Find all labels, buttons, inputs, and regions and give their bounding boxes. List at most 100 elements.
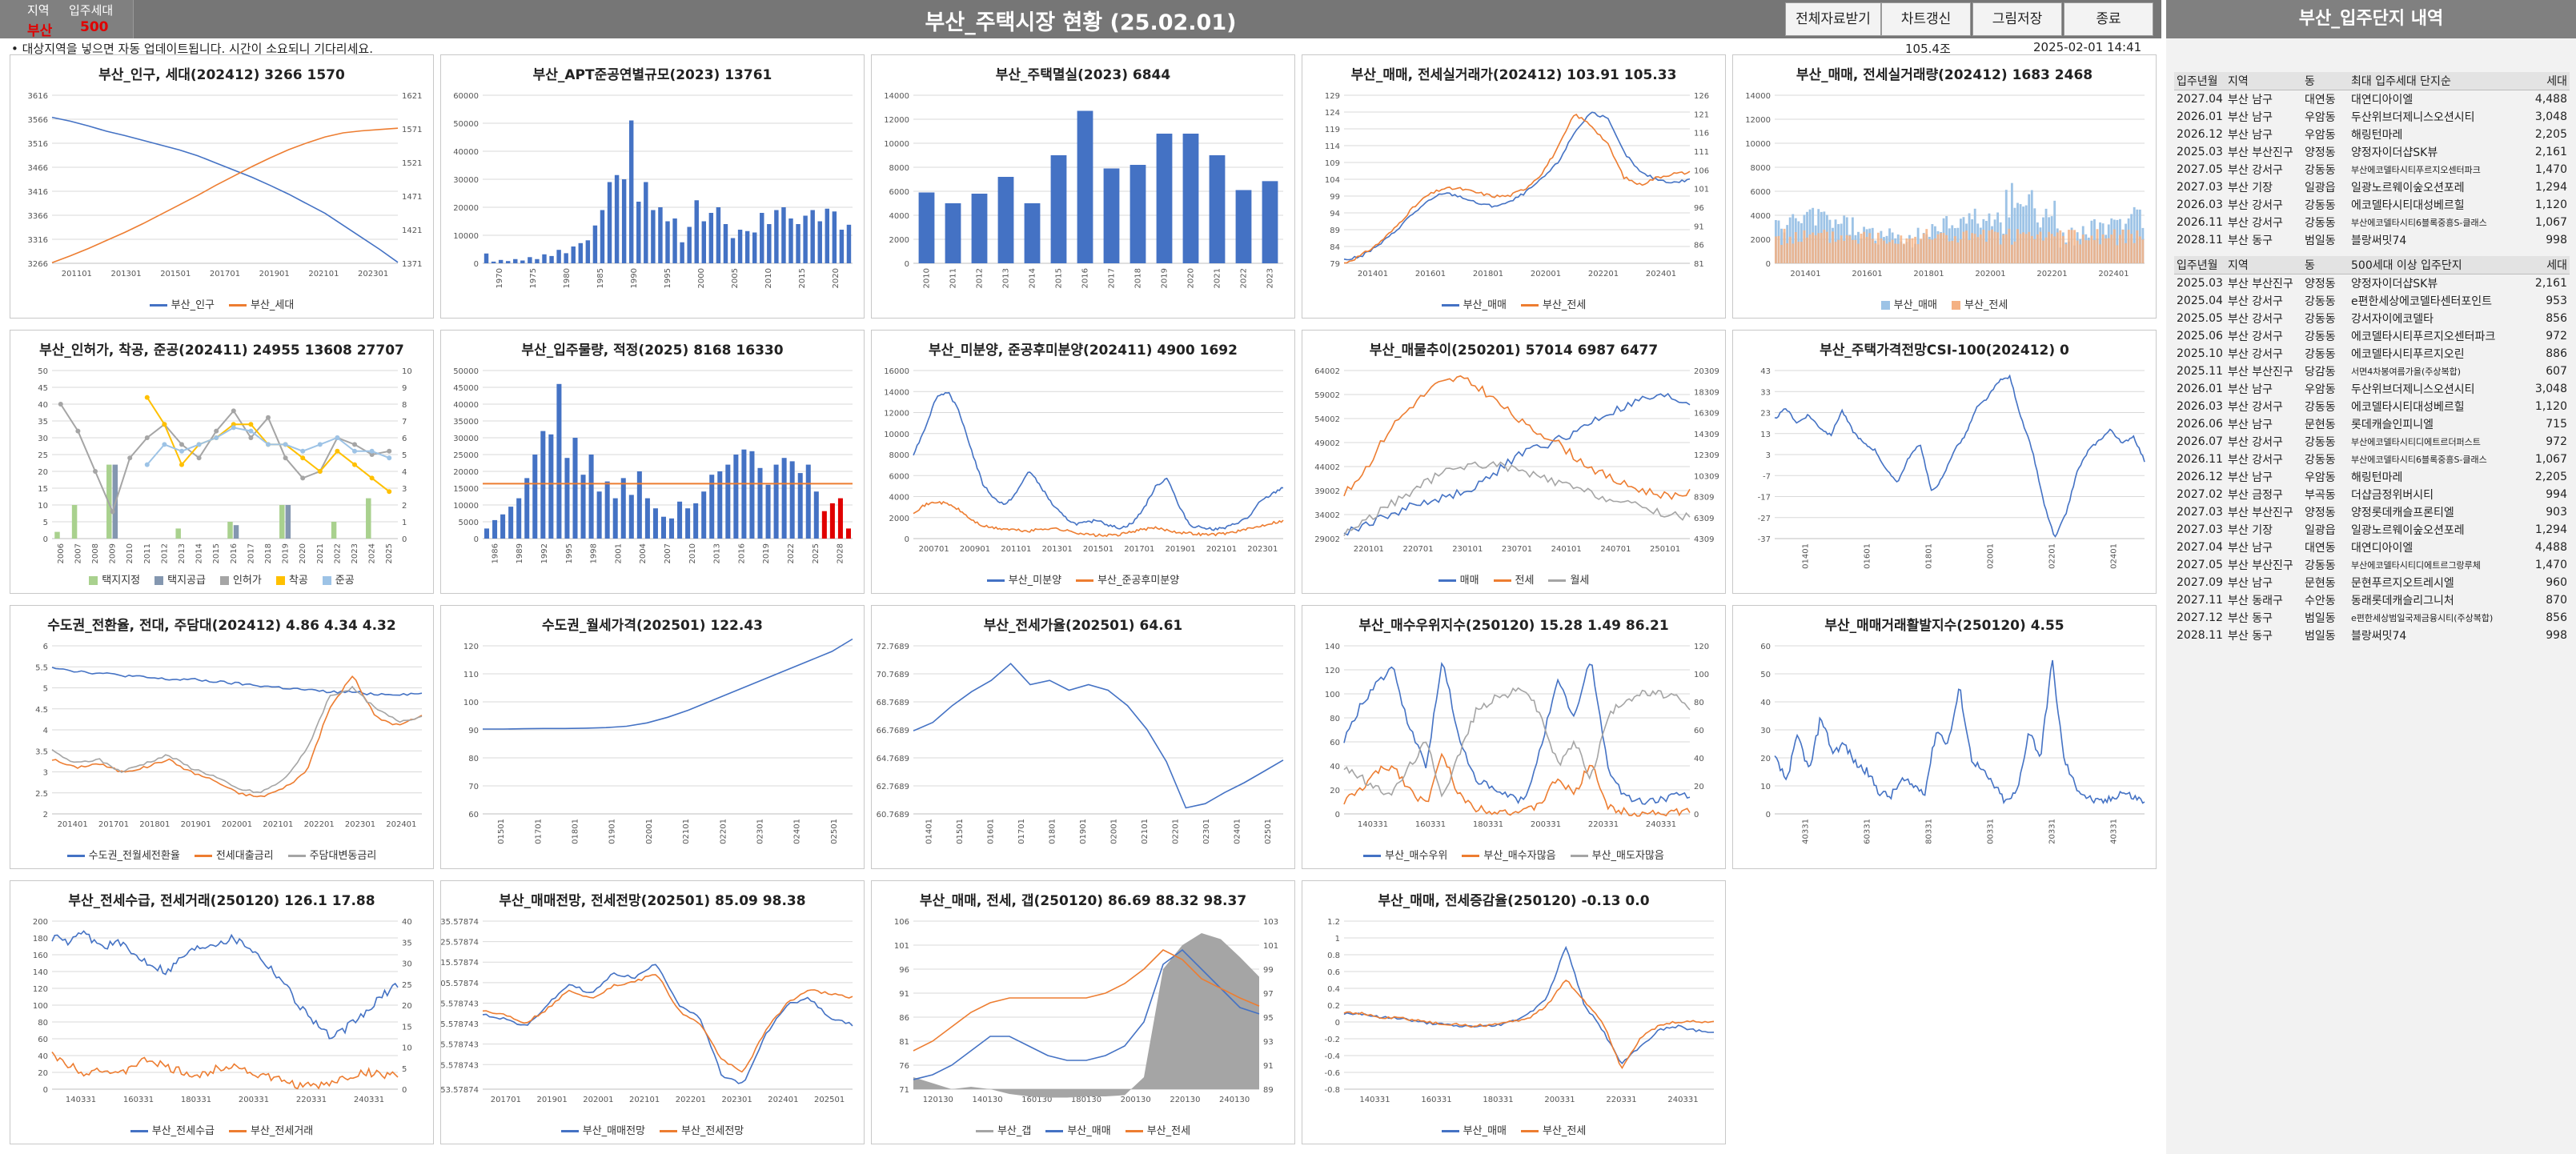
series-line: [482, 974, 853, 1073]
units-label: 입주세대: [69, 3, 114, 18]
y-right-tick-label: 101: [1694, 186, 1709, 194]
table-cell: 부산에코델타시티디에트르그랑루체: [2351, 560, 2481, 571]
table-cell: 2027.12: [2177, 611, 2223, 624]
refresh-charts-button[interactable]: 차트갱신: [1881, 2, 1971, 36]
x-tick-label: 2023: [1266, 268, 1275, 288]
legend-item: 부산_전세전망: [660, 1122, 744, 1137]
bar: [1874, 243, 1877, 263]
chart-svg-c15: 0 10 20 30 40 50 60 140331 160331 180331 200331 220…: [1760, 643, 2145, 844]
x-tick-label: 201601: [1864, 543, 1872, 569]
bar: [1262, 181, 1278, 263]
table-cell: 2027.04: [2177, 541, 2223, 554]
table-cell: 우암동: [2305, 383, 2336, 396]
exit-button[interactable]: 종료: [2064, 2, 2153, 36]
x-tick-label: 250101: [1650, 545, 1680, 554]
bar: [1905, 238, 1908, 263]
x-tick-label: 200901: [960, 545, 990, 554]
y-right-tick-label: 15: [402, 1023, 412, 1032]
y-right-tick-label: 25: [402, 981, 412, 990]
bar: [516, 498, 522, 539]
table-cell: 2,205: [2534, 471, 2567, 483]
y-tick-label: 109: [1325, 159, 1340, 168]
x-tick-label: 180331: [181, 1096, 211, 1104]
bar: [2125, 242, 2127, 263]
y-tick-label: 15: [38, 485, 48, 494]
table-cell: 강동동: [2305, 559, 2336, 572]
units-value[interactable]: 500: [80, 19, 109, 35]
y-tick-label: 5: [43, 519, 48, 527]
x-tick-label: 160331: [123, 1096, 154, 1104]
x-tick-label: 202001: [645, 819, 654, 844]
bar: [2002, 234, 2005, 263]
y-tick-label: 40: [1330, 763, 1340, 771]
save-image-button[interactable]: 그림저장: [1972, 2, 2062, 36]
bar: [789, 461, 795, 539]
table-cell: 강동동: [2305, 313, 2336, 326]
x-tick-label: 202401: [2098, 270, 2129, 278]
y-tick-label: 3416: [28, 188, 48, 197]
y-right-tick-label: 91: [1263, 1062, 1274, 1071]
x-tick-label: 180331: [1473, 820, 1503, 829]
y-tick-label: 0: [43, 1086, 48, 1095]
y-tick-label: 96: [899, 966, 909, 975]
y-right-tick-label: 121: [1694, 110, 1709, 119]
x-tick-label: 240130: [1219, 1096, 1250, 1104]
table-cell: 부산 남구: [2228, 111, 2273, 124]
x-tick-label: 2021: [316, 543, 325, 563]
table-cell: 886: [2546, 347, 2567, 360]
bar: [1894, 243, 1897, 263]
y-tick-label: 125.57874: [441, 939, 479, 948]
bar: [500, 514, 506, 539]
legend-item: 부산_인구: [149, 296, 215, 311]
chart-legend: 부산_매수우위 부산_매수자많음 부산_매도자많음: [1302, 847, 1725, 862]
bar: [2133, 242, 2136, 263]
bar: [2096, 229, 2099, 263]
region-value[interactable]: 부산: [27, 23, 53, 39]
x-tick-label: 1990: [630, 268, 639, 288]
x-tick-label: 1975: [529, 268, 538, 288]
legend-swatch: [560, 1130, 579, 1132]
table-header-cell: 동: [2302, 256, 2349, 274]
y-tick-label: 10000: [884, 140, 909, 149]
side-panel: 부산_입주단지 내역 입주년월 지역 동 최대 입주세대 단지순 세대 2027.04 부산…: [2166, 0, 2576, 1154]
bar: [1971, 233, 1974, 263]
chart-svg-c8: 0 2000 4000 6000 8000 10000 12000 14000 16000 200…: [884, 367, 1284, 554]
table-cell: 문현동: [2305, 577, 2336, 590]
x-tick-label: 202201: [304, 820, 335, 829]
x-tick-label: 140331: [66, 1096, 96, 1104]
x-tick-label: 160331: [1415, 820, 1446, 829]
legend-swatch: [1076, 579, 1094, 582]
download-all-button[interactable]: 전체자료받기: [1785, 2, 1881, 36]
bar: [491, 261, 496, 263]
table-row: 2026.03 부산 강서구 강동동 에코델타시티대성베르힐 1,120: [2174, 196, 2570, 214]
x-tick-label: 2010: [923, 268, 932, 288]
bar: [1863, 231, 1866, 263]
x-tick-label: 201701: [491, 1096, 521, 1104]
bar: [532, 455, 538, 539]
y-tick-label: 120: [1325, 667, 1340, 675]
table-cell: 양정동: [2305, 278, 2336, 291]
x-tick-label: 1992: [540, 543, 549, 563]
table-cell: 양정동: [2305, 146, 2336, 159]
table-cell: 부산 강서구: [2228, 295, 2283, 308]
y-right-tick-label: 30: [402, 960, 412, 969]
region-selector[interactable]: 지역 입주세대 부산 500: [0, 0, 134, 39]
x-tick-label: 2019: [762, 543, 771, 563]
table-row: 2026.07 부산 강서구 강동동 부산에코델타시티디에트르더퍼스트 972: [2174, 433, 2570, 451]
table-cell: 대연동: [2305, 94, 2336, 106]
y-tick-label: 16000: [884, 367, 909, 376]
bar: [797, 473, 803, 539]
table-cell: 2026.11: [2177, 216, 2223, 229]
chart-legend: 부산_매매 부산_전세: [1302, 296, 1725, 311]
y-right-tick-label: 1571: [402, 126, 422, 134]
bar: [1948, 241, 1951, 263]
table-cell: 부산 남구: [2228, 129, 2273, 142]
table-cell: 부산 강서구: [2228, 401, 2283, 414]
bar: [2110, 234, 2113, 263]
x-tick-label: 220101: [1354, 545, 1384, 554]
table-cell: 856: [2546, 611, 2567, 624]
y-tick-label: 3266: [28, 260, 48, 269]
table-cell: 1,294: [2534, 181, 2567, 194]
y-tick-label: 40: [38, 401, 48, 410]
bar: [1823, 229, 1826, 263]
